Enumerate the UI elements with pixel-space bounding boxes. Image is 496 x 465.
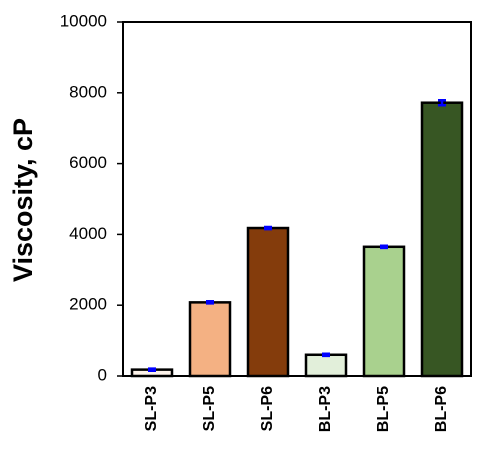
bar (304, 353, 348, 378)
y-tick-label: 0 (98, 365, 107, 384)
x-tick-label: BL-P3 (317, 386, 334, 432)
x-tick-label: BL-P5 (375, 386, 392, 432)
y-tick-label: 10000 (60, 11, 107, 30)
error-bar (438, 98, 446, 107)
error-bar (322, 352, 330, 358)
x-tick-label: SL-P5 (201, 386, 218, 431)
y-tick-label: 6000 (69, 153, 107, 172)
bar (362, 245, 406, 378)
bar (420, 101, 464, 378)
y-tick-label: 8000 (69, 82, 107, 101)
x-tick-label: BL-P6 (433, 386, 450, 432)
error-bar (380, 244, 388, 250)
y-tick-label: 4000 (69, 224, 107, 243)
error-bar (148, 367, 156, 372)
bar (246, 226, 290, 378)
error-bar (264, 225, 272, 231)
bar (188, 301, 232, 378)
x-tick-label: SL-P6 (259, 386, 276, 431)
error-bar (206, 300, 214, 305)
y-axis-label: Viscosity, cP (8, 118, 38, 282)
plot-frame (122, 21, 472, 377)
x-tick-label: SL-P3 (143, 386, 160, 431)
y-tick-label: 2000 (69, 295, 107, 314)
